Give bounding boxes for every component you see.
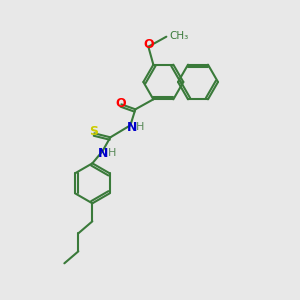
Text: N: N [98,147,109,160]
Text: N: N [127,121,137,134]
Text: O: O [115,97,126,110]
Text: S: S [89,125,98,138]
Text: H: H [136,122,145,132]
Text: H: H [108,148,116,158]
Text: CH₃: CH₃ [169,31,189,41]
Text: O: O [143,38,154,51]
